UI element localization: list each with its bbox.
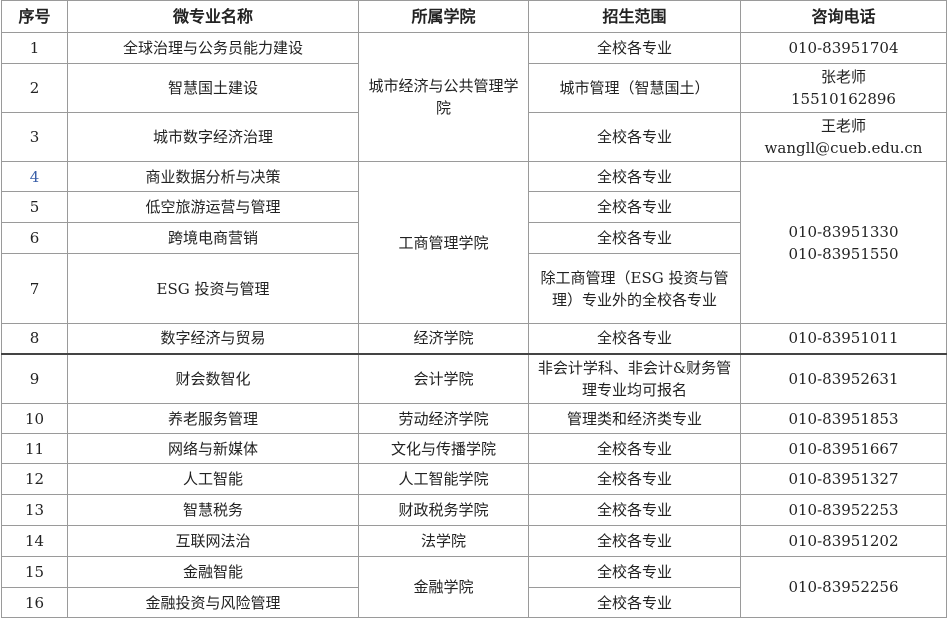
row-name: 人工智能	[67, 463, 359, 495]
row-no: 6	[1, 222, 68, 254]
contact-email[interactable]: wangll@cueb.edu.cn	[764, 139, 923, 157]
row-no: 8	[1, 323, 68, 354]
header-no: 序号	[1, 0, 68, 33]
row-college: 会计学院	[358, 352, 529, 404]
row-name: 网络与新媒体	[67, 433, 359, 464]
header-scope: 招生范围	[528, 0, 741, 33]
row-scope: 全校各专业	[528, 587, 741, 618]
header-phone: 咨询电话	[740, 0, 947, 33]
table-row: 10 养老服务管理 劳动经济学院 管理类和经济类专业 010-83951853	[1, 403, 947, 434]
row-no: 5	[1, 191, 68, 223]
header-row: 序号 微专业名称 所属学院 招生范围 咨询电话	[1, 0, 947, 33]
row-phone: 010-83952631	[740, 352, 947, 404]
table-row: 15 金融智能 金融学院 全校各专业 010-83952256	[1, 556, 947, 618]
row-scope: 全校各专业	[528, 222, 741, 254]
header-name: 微专业名称	[67, 0, 359, 33]
table-row: 1 全球治理与公务员能力建设 城市经济与公共管理学院 全校各专业 010-839…	[1, 32, 947, 162]
row-phone: 010-83951667	[740, 433, 947, 464]
table-row: 9 财会数智化 会计学院 非会计学科、非会计&财务管理专业均可报名 010-83…	[1, 352, 947, 404]
row-phone: 010-83952256	[740, 556, 947, 618]
row-phone: 010-83952253	[740, 494, 947, 526]
row-name: 金融智能	[67, 556, 359, 588]
row-no: 12	[1, 463, 68, 495]
table-row: 11 网络与新媒体 文化与传播学院 全校各专业 010-83951667	[1, 433, 947, 464]
row-name: 智慧税务	[67, 494, 359, 526]
row-college: 金融学院	[358, 556, 529, 618]
row-phone: 张老师 15510162896	[740, 63, 947, 113]
row-no: 7	[1, 253, 68, 324]
contact-phone: 15510162896	[791, 90, 896, 108]
row-no: 1	[1, 32, 68, 64]
row-name: 互联网法治	[67, 525, 359, 557]
row-scope: 全校各专业	[528, 525, 741, 557]
row-college: 人工智能学院	[358, 463, 529, 495]
table-row: 4 商业数据分析与决策 工商管理学院 全校各专业 010-83951330 010…	[1, 161, 947, 324]
row-college: 劳动经济学院	[358, 403, 529, 434]
row-name: 养老服务管理	[67, 403, 359, 434]
row-no: 9	[1, 352, 68, 404]
row-name: 城市数字经济治理	[67, 112, 359, 162]
table-row: 2 智慧国土建设 城市管理（智慧国土） 张老师 15510162896	[1, 63, 947, 113]
row-name: 低空旅游运营与管理	[67, 191, 359, 223]
phone-2: 010-83951550	[788, 244, 899, 263]
row-phone: 王老师 wangll@cueb.edu.cn	[740, 112, 947, 162]
row-name: 金融投资与风险管理	[67, 587, 359, 618]
row-name: ESG 投资与管理	[67, 253, 359, 324]
table-row: 3 城市数字经济治理 全校各专业 王老师 wangll@cueb.edu.cn	[1, 112, 947, 162]
row-no: 4	[1, 161, 68, 192]
row-college: 法学院	[358, 525, 529, 557]
row-college: 城市经济与公共管理学院	[358, 32, 529, 162]
row-no: 16	[1, 587, 68, 618]
row-scope: 全校各专业	[528, 112, 741, 162]
row-college: 经济学院	[358, 323, 529, 354]
row-scope: 全校各专业	[528, 494, 741, 526]
row-no: 14	[1, 525, 68, 557]
table-row: 8 数字经济与贸易 经济学院 全校各专业 010-83951011	[1, 323, 947, 354]
row-phone: 010-83951704	[740, 32, 947, 64]
row-name: 全球治理与公务员能力建设	[67, 32, 359, 64]
table-row: 7 ESG 投资与管理 除工商管理（ESG 投资与管理）专业外的全校各专业	[1, 253, 947, 324]
row-scope: 全校各专业	[528, 463, 741, 495]
table-row: 12 人工智能 人工智能学院 全校各专业 010-83951327	[1, 463, 947, 495]
row-college: 财政税务学院	[358, 494, 529, 526]
header-college: 所属学院	[358, 0, 529, 33]
row-scope: 全校各专业	[528, 161, 741, 192]
contact-name: 张老师	[820, 68, 866, 86]
row-college: 文化与传播学院	[358, 433, 529, 464]
row-scope: 管理类和经济类专业	[528, 403, 741, 434]
row-scope: 全校各专业	[528, 32, 741, 64]
row-scope: 全校各专业	[528, 323, 741, 354]
row-name: 跨境电商营销	[67, 222, 359, 254]
row-college: 工商管理学院	[358, 161, 529, 324]
row-name: 财会数智化	[67, 352, 359, 404]
contact-name: 王老师	[820, 117, 866, 135]
row-phone: 010-83951011	[740, 323, 947, 354]
phone-1: 010-83951330	[788, 222, 899, 241]
row-phone: 010-83951853	[740, 403, 947, 434]
row-no: 15	[1, 556, 68, 588]
table-row: 13 智慧税务 财政税务学院 全校各专业 010-83952253	[1, 494, 947, 526]
row-scope: 全校各专业	[528, 191, 741, 223]
row-name: 商业数据分析与决策	[67, 161, 359, 192]
table-row: 16 金融投资与风险管理 全校各专业	[1, 587, 947, 618]
table-row: 14 互联网法治 法学院 全校各专业 010-83951202	[1, 525, 947, 557]
row-no: 10	[1, 403, 68, 434]
row-no: 3	[1, 112, 68, 162]
row-scope: 全校各专业	[528, 433, 741, 464]
row-name: 智慧国土建设	[67, 63, 359, 113]
row-no: 2	[1, 63, 68, 113]
row-no: 13	[1, 494, 68, 526]
row-scope: 城市管理（智慧国土）	[528, 63, 741, 113]
row-phone: 010-83951202	[740, 525, 947, 557]
row-name: 数字经济与贸易	[67, 323, 359, 354]
row-scope: 全校各专业	[528, 556, 741, 588]
row-scope: 除工商管理（ESG 投资与管理）专业外的全校各专业	[528, 253, 741, 324]
row-phone: 010-83951327	[740, 463, 947, 495]
row-no: 11	[1, 433, 68, 464]
row-phone: 010-83951330 010-83951550	[740, 161, 947, 324]
row-scope: 非会计学科、非会计&财务管理专业均可报名	[528, 352, 741, 404]
